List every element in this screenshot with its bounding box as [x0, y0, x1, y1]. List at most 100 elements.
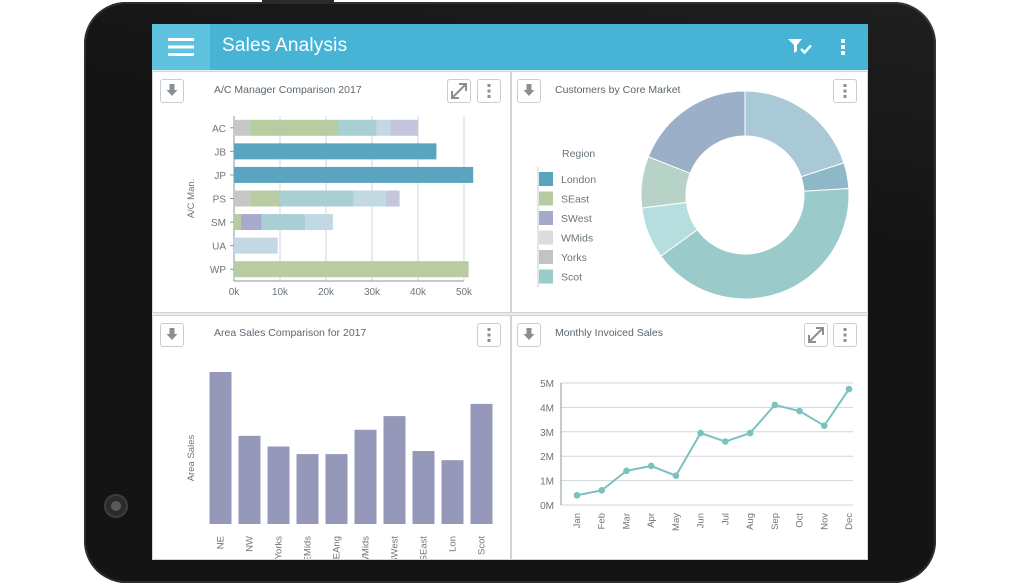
more-options-button[interactable]	[836, 36, 850, 58]
legend-label: WMids	[561, 233, 593, 245]
data-point	[722, 438, 729, 445]
donut-slice	[647, 90, 746, 174]
legend-label: Scot	[561, 272, 582, 284]
y-tick-label: UA	[212, 242, 226, 253]
bar	[209, 372, 232, 524]
expand-arrows-icon	[451, 83, 467, 99]
download-arrow-icon	[166, 84, 178, 96]
expand-button[interactable]	[804, 323, 828, 347]
x-tick-label: 50k	[456, 287, 473, 298]
y-tick-label: JB	[214, 147, 226, 158]
data-point	[598, 487, 606, 494]
data-point	[746, 429, 754, 437]
x-tick-label: 0k	[229, 287, 241, 298]
x-tick-label: Scot	[477, 536, 488, 555]
x-tick-label: Jan	[572, 513, 583, 528]
x-tick-label: Nov	[819, 513, 830, 530]
legend-swatch	[539, 172, 553, 186]
legend-label: SEast	[561, 194, 589, 206]
expand-arrows-icon	[808, 327, 824, 343]
x-tick-label: 20k	[318, 287, 335, 298]
panel-title: Monthly Invoiced Sales	[555, 327, 663, 339]
y-tick-label: AC	[212, 124, 226, 135]
legend-title: Region	[562, 148, 595, 160]
area-sales-bar-chart: NE NW Yorks EMids EAng WMids SWest SEast Lon Scot…	[186, 372, 493, 559]
more-vertical-icon	[487, 84, 491, 98]
legend-label: Yorks	[561, 252, 587, 264]
bar-segment	[234, 119, 251, 136]
x-tick-label: NW	[245, 536, 256, 552]
y-tick-label: JP	[214, 171, 226, 182]
data-point	[623, 467, 630, 475]
download-button[interactable]	[160, 79, 184, 103]
bar-segment	[234, 166, 474, 183]
bar-segment	[337, 119, 377, 136]
panel-menu-button[interactable]	[477, 79, 501, 103]
download-button[interactable]	[517, 79, 541, 103]
bar	[325, 454, 348, 524]
x-tick-label: Jul	[720, 513, 731, 525]
x-tick-label: NE	[216, 536, 227, 549]
legend-swatch	[539, 250, 553, 264]
legend-swatch	[539, 211, 553, 225]
bar-segment	[234, 261, 469, 278]
bar	[441, 460, 464, 524]
more-vertical-icon	[487, 328, 491, 342]
filter-check-icon	[788, 39, 812, 55]
bar	[267, 446, 290, 524]
data-point	[647, 462, 655, 470]
legend-swatch	[539, 230, 553, 245]
customers-core-market-panel: Customers by Core Market Region London SEa…	[511, 71, 868, 313]
y-tick-label: 5M	[540, 379, 554, 390]
legend-label: SWest	[561, 213, 592, 225]
app-header: Sales Analysis	[152, 24, 868, 70]
hamburger-menu-button[interactable]	[152, 24, 210, 70]
donut-slice	[660, 187, 850, 300]
panel-menu-button[interactable]	[833, 79, 857, 103]
download-button[interactable]	[160, 323, 184, 347]
data-point	[697, 429, 704, 437]
more-vertical-icon	[843, 328, 847, 342]
data-point	[796, 407, 803, 415]
series-line	[576, 388, 850, 497]
panel-menu-button[interactable]	[477, 323, 501, 347]
x-tick-label: SEast	[419, 536, 430, 559]
y-tick-label: PS	[213, 195, 227, 206]
bar-segment	[250, 119, 338, 136]
download-arrow-icon	[523, 84, 535, 96]
camera-icon	[104, 494, 128, 518]
panel-menu-button[interactable]	[833, 323, 857, 347]
filter-button[interactable]	[786, 36, 816, 58]
x-tick-label: Apr	[646, 513, 657, 528]
x-tick-label: SWest	[390, 536, 401, 559]
app-title: Sales Analysis	[222, 35, 348, 56]
bar-segment	[261, 214, 306, 231]
data-point	[845, 385, 853, 393]
legend-swatch	[539, 269, 553, 284]
expand-button[interactable]	[447, 79, 471, 103]
bar-segment	[390, 119, 418, 136]
x-tick-label: WMids	[361, 536, 372, 559]
x-tick-label: Dec	[844, 513, 855, 530]
x-tick-label: Sep	[770, 513, 781, 530]
bar	[238, 435, 261, 524]
data-point	[771, 401, 779, 409]
manager-bar-chart: 0k 10k 20k 30k 40k 50k AC JB JP PS SM UA WP A/C Man.	[186, 116, 474, 298]
y-tick-label: 1M	[540, 477, 554, 488]
bar-segment	[234, 214, 241, 231]
bar-segment	[385, 190, 400, 207]
legend-label: London	[561, 174, 596, 186]
y-tick-label: 4M	[540, 403, 554, 414]
y-tick-label: 3M	[540, 428, 554, 439]
data-point	[820, 422, 828, 429]
bar-segment	[240, 214, 262, 231]
panel-title: Customers by Core Market	[555, 84, 681, 96]
x-tick-label: Yorks	[274, 536, 285, 559]
more-vertical-icon	[843, 84, 847, 98]
y-axis-label: A/C Man.	[186, 179, 197, 219]
monthly-line-chart: 0M 1M 2M 3M 4M 5M Jan Feb Mar Apr May Jun Jul Aug Sep O…	[540, 379, 855, 531]
download-button[interactable]	[517, 323, 541, 347]
more-vertical-icon	[841, 39, 845, 55]
y-tick-label: 2M	[540, 452, 554, 463]
bar-segment	[234, 190, 251, 207]
